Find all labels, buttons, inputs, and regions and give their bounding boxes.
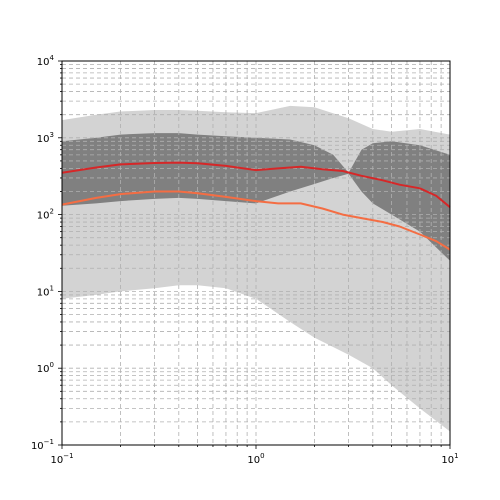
y-tick-label: 104 (37, 54, 55, 68)
tick-labels: 10−1 100 101 10−1 100 101 102 103 104 (31, 54, 459, 466)
grid-lines (61, 60, 451, 446)
series-line-1 (61, 161, 451, 208)
axis-ticks (58, 60, 451, 449)
x-tick-label: 101 (441, 452, 458, 466)
x-tick-label: 10−1 (50, 452, 73, 466)
series-lines (61, 161, 451, 251)
y-tick-label: 102 (37, 208, 54, 222)
y-tick-label: 103 (37, 131, 54, 145)
y-tick-label: 101 (37, 284, 54, 298)
y-tick-label: 100 (37, 361, 54, 375)
x-tick-label: 100 (247, 452, 264, 466)
series-line-2 (61, 190, 451, 251)
y-tick-label: 10−1 (31, 438, 54, 452)
plot-area (61, 60, 451, 446)
